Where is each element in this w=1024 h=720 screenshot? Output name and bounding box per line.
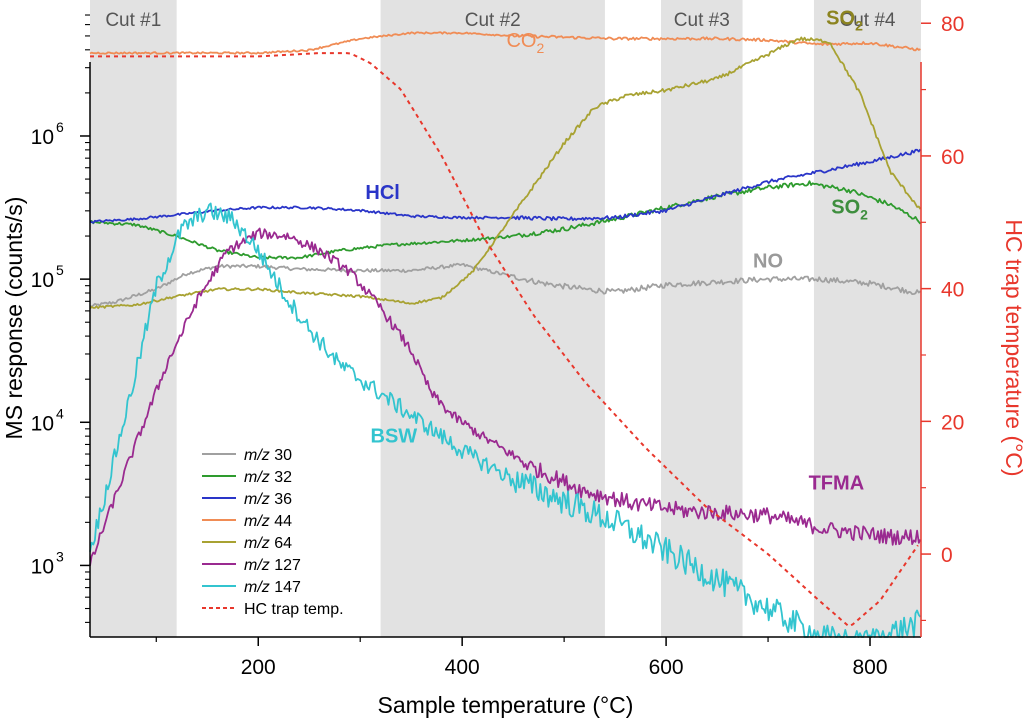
legend-prefix: m/z	[244, 513, 274, 530]
cut-label-cut-4: Cut #4	[839, 10, 895, 31]
legend-prefix: m/z	[244, 535, 274, 552]
y-tick-label-5: 10	[31, 269, 54, 292]
annotation-co2: CO2	[506, 30, 544, 56]
x-axis-label: Sample temperature (°C)	[378, 692, 634, 718]
x-tick-label-600: 600	[649, 656, 684, 679]
y-tick-exponent-5: 5	[56, 262, 64, 278]
y-tick-label-6: 10	[31, 126, 54, 149]
legend-prefix: m/z	[244, 557, 274, 574]
legend-value: 36	[274, 491, 292, 508]
legend: m/z 30m/z 32m/z 36m/z 44m/z 64m/z 127m/z…	[202, 447, 344, 618]
series-line-m-z-147	[89, 202, 922, 638]
annotation-text: NO	[753, 251, 783, 273]
annotation-text: TFMA	[809, 473, 865, 495]
series-line-m-z-64	[89, 36, 922, 310]
y-tick-exponent-6: 6	[56, 119, 64, 135]
x-ticks: 200 400 600 800	[155, 637, 888, 679]
annotation-bsw: BSW	[371, 425, 418, 447]
y-axis-label: MS response (counts/s)	[1, 197, 27, 440]
y2-tick-label-40: 40	[941, 279, 964, 302]
legend-label-hc-trap-temp: HC trap temp.	[244, 601, 344, 618]
series-lines	[89, 31, 922, 638]
legend-prefix: m/z	[244, 579, 274, 596]
annotation-text: SO	[826, 7, 855, 29]
x-tick-label-200: 200	[241, 656, 276, 679]
cut-shading	[90, 0, 921, 637]
legend-prefix: m/z	[244, 469, 274, 486]
legend-label-m-z-44: m/z 44	[244, 513, 292, 530]
legend-label-m-z-30: m/z 30	[244, 447, 292, 464]
x-tick-label-400: 400	[445, 656, 480, 679]
legend-label-m-z-32: m/z 32	[244, 469, 292, 486]
y-tick-label-3: 10	[31, 555, 54, 578]
series-line-hc-trap-temp	[90, 52, 919, 628]
y-ticks-right: 0 20 40 60 80	[921, 13, 964, 622]
legend-value: 64	[274, 535, 292, 552]
y2-tick-label-0: 0	[941, 544, 953, 567]
y2-tick-label-20: 20	[941, 411, 964, 434]
legend-value: 32	[274, 469, 292, 486]
cut-band-cut-1	[90, 0, 177, 637]
annotation-tfma: TFMA	[809, 473, 865, 495]
annotation-text: HCl	[365, 182, 399, 204]
cut-band-cut-4	[813, 0, 921, 637]
legend-label-m-z-147: m/z 147	[244, 579, 301, 596]
annotation-subscript: 2	[860, 206, 868, 222]
cut-labels: Cut #1 Cut #2 Cut #3 Cut #4	[105, 10, 896, 31]
legend-value: 127	[274, 557, 301, 574]
y2-tick-label-80: 80	[941, 13, 964, 36]
y-tick-exponent-4: 4	[56, 405, 64, 421]
series-line-m-z-30	[89, 262, 921, 308]
series-line-m-z-127	[89, 227, 922, 567]
cut-label-cut-2: Cut #2	[465, 10, 521, 31]
legend-value: 44	[274, 513, 292, 530]
legend-value: 147	[274, 579, 301, 596]
legend-label-m-z-64: m/z 64	[244, 535, 292, 552]
cut-label-cut-3: Cut #3	[674, 10, 730, 31]
y2-axis-label: HC trap temperature (°C)	[1001, 219, 1024, 476]
annotation-no: NO	[753, 251, 783, 273]
annotation-so2: SO2	[831, 196, 868, 222]
legend-prefix: m/z	[244, 447, 274, 464]
series-line-m-z-44	[89, 31, 921, 55]
legend-value: HC trap temp.	[244, 601, 344, 618]
y-tick-label-4: 10	[31, 412, 54, 435]
legend-label-m-z-127: m/z 127	[244, 557, 301, 574]
y-tick-exponent-3: 3	[56, 548, 64, 564]
annotation-subscript: 2	[855, 17, 863, 33]
annotation-text: SO	[831, 196, 860, 218]
legend-value: 30	[274, 447, 292, 464]
cut-band-cut-2	[380, 0, 605, 637]
legend-prefix: m/z	[244, 491, 274, 508]
cut-band-cut-3	[660, 0, 743, 637]
y2-tick-label-60: 60	[941, 146, 964, 169]
annotation-text: BSW	[371, 425, 418, 447]
annotation-hcl: HCl	[365, 182, 399, 204]
cut-label-cut-1: Cut #1	[105, 10, 161, 31]
annotation-text: CO	[506, 30, 536, 52]
x-tick-label-800: 800	[852, 656, 887, 679]
annotation-subscript: 2	[536, 40, 544, 56]
annotation-so2: SO2	[826, 7, 863, 33]
series-line-m-z-32	[89, 180, 922, 260]
legend-label-m-z-36: m/z 36	[244, 491, 292, 508]
